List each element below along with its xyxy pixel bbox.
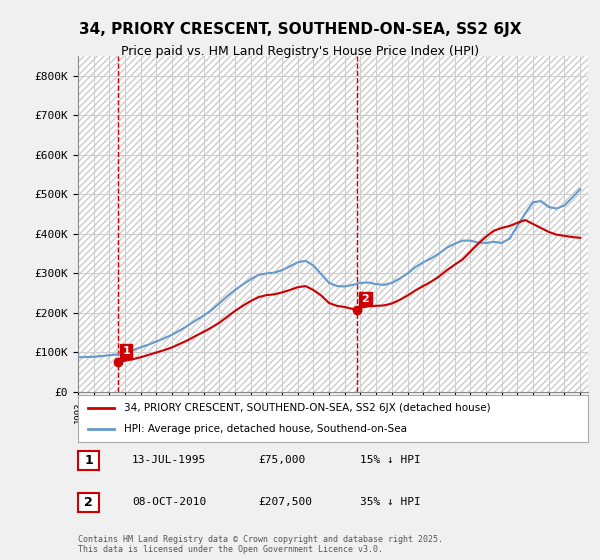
Text: £75,000: £75,000 bbox=[258, 455, 305, 465]
Text: 13-JUL-1995: 13-JUL-1995 bbox=[132, 455, 206, 465]
Text: 1: 1 bbox=[84, 454, 93, 467]
Text: 15% ↓ HPI: 15% ↓ HPI bbox=[360, 455, 421, 465]
Text: 2: 2 bbox=[362, 294, 370, 304]
Text: 34, PRIORY CRESCENT, SOUTHEND-ON-SEA, SS2 6JX: 34, PRIORY CRESCENT, SOUTHEND-ON-SEA, SS… bbox=[79, 22, 521, 38]
Text: Contains HM Land Registry data © Crown copyright and database right 2025.
This d: Contains HM Land Registry data © Crown c… bbox=[78, 535, 443, 554]
Text: HPI: Average price, detached house, Southend-on-Sea: HPI: Average price, detached house, Sout… bbox=[124, 424, 407, 434]
Text: 34, PRIORY CRESCENT, SOUTHEND-ON-SEA, SS2 6JX (detached house): 34, PRIORY CRESCENT, SOUTHEND-ON-SEA, SS… bbox=[124, 403, 491, 413]
Text: 2: 2 bbox=[84, 496, 93, 509]
Text: Price paid vs. HM Land Registry's House Price Index (HPI): Price paid vs. HM Land Registry's House … bbox=[121, 45, 479, 58]
Text: 08-OCT-2010: 08-OCT-2010 bbox=[132, 497, 206, 507]
Text: 1: 1 bbox=[122, 347, 130, 357]
Text: 35% ↓ HPI: 35% ↓ HPI bbox=[360, 497, 421, 507]
Text: £207,500: £207,500 bbox=[258, 497, 312, 507]
